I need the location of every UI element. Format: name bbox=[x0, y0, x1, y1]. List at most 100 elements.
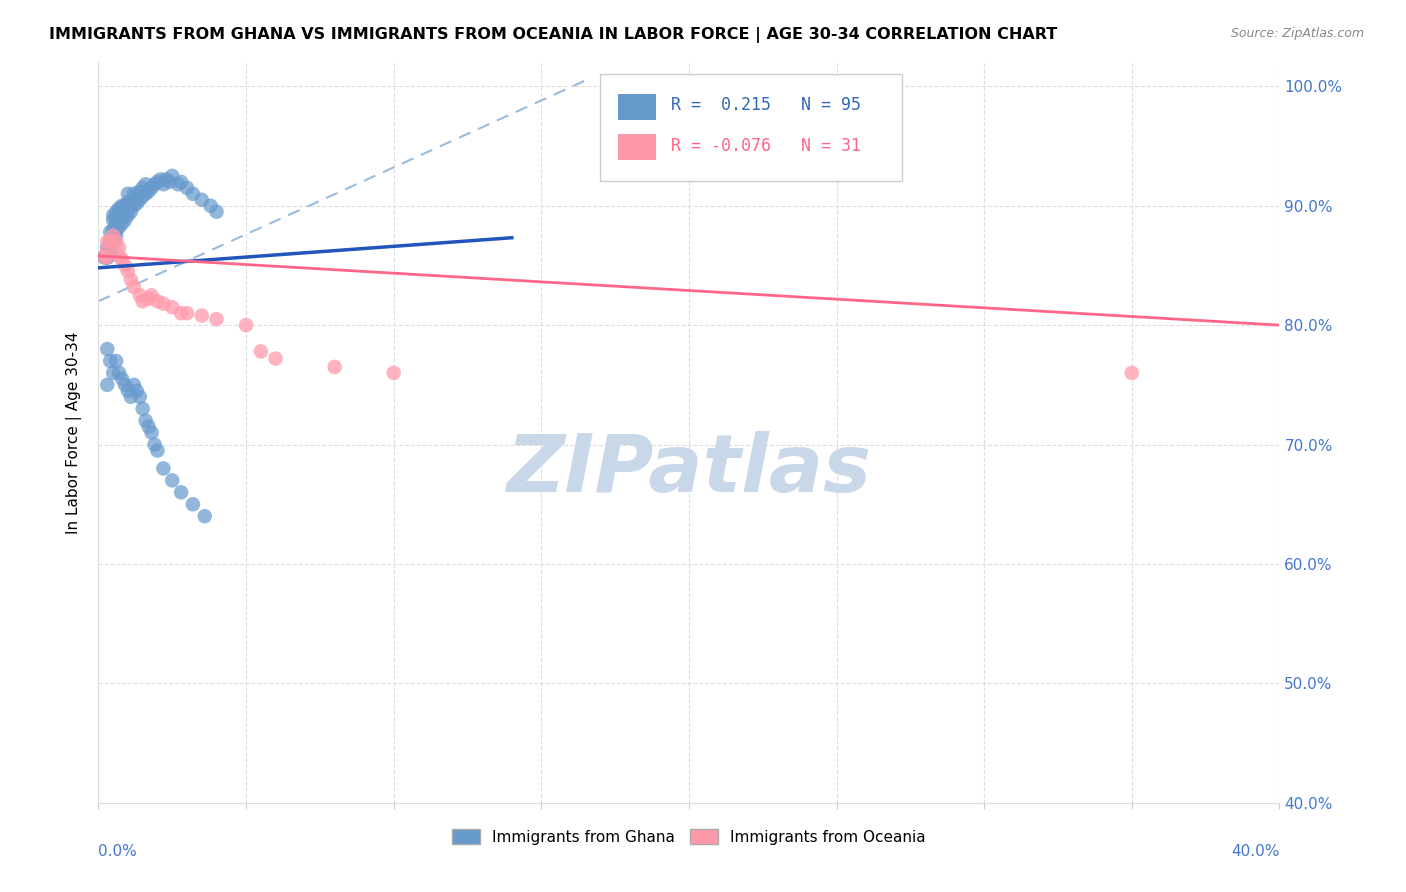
Point bbox=[114, 377, 136, 392]
Point bbox=[176, 181, 198, 195]
Point bbox=[1121, 366, 1143, 380]
Point bbox=[96, 250, 118, 264]
Point bbox=[114, 199, 136, 213]
Point bbox=[120, 196, 142, 211]
Y-axis label: In Labor Force | Age 30-34: In Labor Force | Age 30-34 bbox=[66, 331, 83, 534]
Point bbox=[103, 228, 125, 243]
Text: 40.0%: 40.0% bbox=[1232, 844, 1279, 858]
FancyBboxPatch shape bbox=[600, 73, 901, 181]
Point bbox=[170, 175, 193, 189]
Point bbox=[98, 235, 121, 249]
FancyBboxPatch shape bbox=[619, 135, 655, 161]
Point bbox=[191, 193, 214, 207]
Point bbox=[138, 292, 160, 306]
Point bbox=[128, 185, 150, 199]
Point bbox=[105, 235, 128, 249]
Point bbox=[96, 250, 118, 264]
Point bbox=[114, 204, 136, 219]
Point bbox=[93, 250, 115, 264]
Point bbox=[108, 240, 131, 254]
Point bbox=[105, 354, 128, 368]
Point bbox=[135, 178, 157, 192]
Point bbox=[382, 366, 405, 380]
Text: 0.0%: 0.0% bbox=[98, 844, 138, 858]
Point bbox=[146, 294, 169, 309]
Point bbox=[105, 204, 128, 219]
Point bbox=[132, 294, 155, 309]
Text: IMMIGRANTS FROM GHANA VS IMMIGRANTS FROM OCEANIA IN LABOR FORCE | AGE 30-34 CORR: IMMIGRANTS FROM GHANA VS IMMIGRANTS FROM… bbox=[49, 27, 1057, 43]
Point bbox=[120, 273, 142, 287]
Point bbox=[125, 189, 148, 203]
Point bbox=[98, 235, 121, 249]
Point bbox=[205, 204, 228, 219]
Text: ZIPatlas: ZIPatlas bbox=[506, 431, 872, 508]
Point bbox=[117, 201, 139, 215]
Point bbox=[194, 509, 217, 524]
Point bbox=[167, 178, 190, 192]
Point bbox=[138, 419, 160, 434]
Point bbox=[141, 181, 163, 195]
Point bbox=[96, 377, 118, 392]
Point bbox=[114, 259, 136, 273]
Point bbox=[105, 217, 128, 231]
Point bbox=[111, 217, 134, 231]
Point bbox=[135, 186, 157, 201]
Point bbox=[111, 252, 134, 267]
Point bbox=[103, 213, 125, 227]
Point bbox=[103, 235, 125, 249]
Point bbox=[170, 485, 193, 500]
Point bbox=[93, 250, 115, 264]
Text: R = -0.076   N = 31: R = -0.076 N = 31 bbox=[671, 137, 862, 155]
Point bbox=[155, 172, 177, 186]
Point bbox=[111, 211, 134, 225]
Point bbox=[117, 195, 139, 210]
Point bbox=[122, 377, 145, 392]
Point bbox=[146, 443, 169, 458]
FancyBboxPatch shape bbox=[619, 95, 655, 120]
Point bbox=[122, 280, 145, 294]
Point bbox=[132, 401, 155, 416]
Point bbox=[162, 169, 183, 183]
Point bbox=[103, 222, 125, 236]
Point bbox=[103, 366, 125, 380]
Point bbox=[323, 359, 346, 374]
Point bbox=[98, 246, 121, 260]
Point bbox=[96, 250, 118, 264]
Point bbox=[114, 213, 136, 227]
Point bbox=[135, 414, 157, 428]
Point bbox=[143, 437, 166, 451]
Point bbox=[205, 312, 228, 326]
Point bbox=[250, 344, 273, 359]
Point bbox=[181, 497, 204, 511]
Point bbox=[128, 193, 150, 207]
Point bbox=[176, 306, 198, 320]
Point bbox=[98, 225, 121, 239]
Point bbox=[96, 250, 118, 264]
Point bbox=[105, 211, 128, 225]
Point bbox=[111, 204, 134, 219]
Point bbox=[96, 240, 118, 254]
Point bbox=[103, 208, 125, 222]
Point bbox=[98, 240, 121, 254]
Point bbox=[152, 461, 174, 475]
Point bbox=[162, 474, 183, 488]
Point bbox=[108, 208, 131, 222]
Legend: Immigrants from Ghana, Immigrants from Oceania: Immigrants from Ghana, Immigrants from O… bbox=[446, 822, 932, 851]
Point bbox=[152, 178, 174, 192]
Point bbox=[141, 425, 163, 440]
Text: R =  0.215   N = 95: R = 0.215 N = 95 bbox=[671, 96, 862, 114]
Point bbox=[105, 222, 128, 236]
Point bbox=[200, 199, 222, 213]
Point bbox=[108, 366, 131, 380]
Point bbox=[93, 250, 115, 264]
Point bbox=[162, 300, 183, 314]
Point bbox=[111, 199, 134, 213]
Point bbox=[149, 172, 172, 186]
Point bbox=[96, 235, 118, 249]
Point bbox=[96, 250, 118, 264]
Point bbox=[191, 309, 214, 323]
Point bbox=[117, 384, 139, 398]
Point bbox=[93, 250, 115, 264]
Point bbox=[141, 288, 163, 302]
Point bbox=[96, 250, 118, 264]
